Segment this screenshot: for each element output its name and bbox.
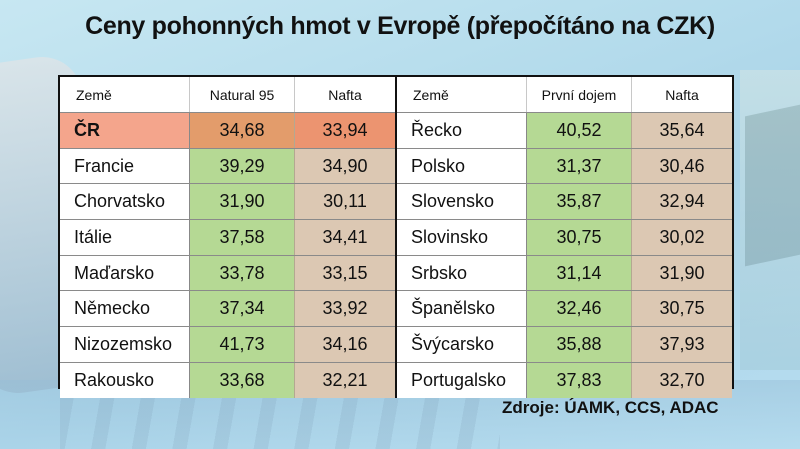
fuel-table-left: Země Natural 95 Nafta ČR 34,68 33,94 Fra…: [60, 77, 397, 398]
diesel-price-cell: 31,90: [631, 255, 732, 292]
country-cell: Maďarsko: [60, 255, 190, 292]
column-header-petrol: První dojem: [526, 77, 632, 113]
country-cell: Německo: [60, 290, 190, 328]
country-cell: Chorvatsko: [60, 183, 190, 221]
column-header-country: Země: [60, 77, 190, 113]
column-header-diesel: Nafta: [294, 77, 396, 113]
diesel-price-cell: 32,94: [631, 183, 732, 221]
petrol-price-cell: 35,87: [526, 183, 632, 221]
petrol-price-cell: 32,46: [526, 290, 632, 328]
diesel-price-cell: 30,02: [631, 219, 732, 256]
table-row-highlighted: ČR 34,68 33,94: [60, 112, 396, 149]
petrol-price-cell: 41,73: [189, 326, 295, 363]
petrol-price-cell: 39,29: [189, 148, 295, 185]
column-header-diesel: Nafta: [631, 77, 732, 113]
diesel-price-cell: 30,11: [294, 183, 396, 221]
table-row: Itálie 37,58 34,41: [60, 219, 396, 256]
background-texture: [60, 395, 500, 449]
background-pump-panel: [745, 103, 800, 267]
petrol-price-cell: 37,83: [526, 362, 632, 398]
country-cell: Španělsko: [397, 290, 527, 328]
country-cell: Polsko: [397, 148, 527, 185]
table-row: Maďarsko 33,78 33,15: [60, 255, 396, 292]
fuel-price-tables: Země Natural 95 Nafta ČR 34,68 33,94 Fra…: [58, 75, 734, 398]
diesel-price-cell: 34,90: [294, 148, 396, 185]
country-cell: Itálie: [60, 219, 190, 256]
table-row: Chorvatsko 31,90 30,11: [60, 183, 396, 221]
petrol-price-cell: 35,88: [526, 326, 632, 363]
table-row: Nizozemsko 41,73 34,16: [60, 326, 396, 363]
diesel-price-cell: 34,16: [294, 326, 396, 363]
diesel-price-cell: 37,93: [631, 326, 732, 363]
fuel-table-right: Země První dojem Nafta Řecko 40,52 35,64…: [397, 77, 732, 398]
table-row: Německo 37,34 33,92: [60, 290, 396, 328]
table-row: Rakousko 33,68 32,21: [60, 362, 396, 398]
country-cell: Srbsko: [397, 255, 527, 292]
diesel-price-cell: 33,15: [294, 255, 396, 292]
table-header-row: Země Natural 95 Nafta: [60, 77, 396, 113]
country-cell: Portugalsko: [397, 362, 527, 398]
table-row: Španělsko 32,46 30,75: [397, 290, 732, 328]
country-cell: Slovensko: [397, 183, 527, 221]
diesel-price-cell: 33,92: [294, 290, 396, 328]
petrol-price-cell: 33,78: [189, 255, 295, 292]
table-row: Francie 39,29 34,90: [60, 148, 396, 185]
country-cell: Nizozemsko: [60, 326, 190, 363]
diesel-price-cell: 30,46: [631, 148, 732, 185]
diesel-price-cell: 33,94: [294, 112, 396, 149]
table-row: Švýcarsko 35,88 37,93: [397, 326, 732, 363]
diesel-price-cell: 30,75: [631, 290, 732, 328]
table-row: Slovensko 35,87 32,94: [397, 183, 732, 221]
country-cell: Rakousko: [60, 362, 190, 398]
country-cell: ČR: [60, 112, 190, 149]
petrol-price-cell: 34,68: [189, 112, 295, 149]
country-cell: Řecko: [397, 112, 527, 149]
country-cell: Francie: [60, 148, 190, 185]
diesel-price-cell: 32,70: [631, 362, 732, 398]
petrol-price-cell: 33,68: [189, 362, 295, 398]
background-pump-shape: [740, 70, 800, 370]
country-cell: Švýcarsko: [397, 326, 527, 363]
table-row: Řecko 40,52 35,64: [397, 112, 732, 149]
petrol-price-cell: 37,34: [189, 290, 295, 328]
diesel-price-cell: 32,21: [294, 362, 396, 398]
petrol-price-cell: 31,37: [526, 148, 632, 185]
table-row: Polsko 31,37 30,46: [397, 148, 732, 185]
source-note: Zdroje: ÚAMK, CCS, ADAC: [502, 398, 719, 417]
column-header-petrol: Natural 95: [189, 77, 295, 113]
column-header-country: Země: [397, 77, 527, 113]
petrol-price-cell: 40,52: [526, 112, 632, 149]
petrol-price-cell: 37,58: [189, 219, 295, 256]
petrol-price-cell: 30,75: [526, 219, 632, 256]
country-cell: Slovinsko: [397, 219, 527, 256]
petrol-price-cell: 31,90: [189, 183, 295, 221]
table-header-row: Země První dojem Nafta: [397, 77, 732, 113]
table-row: Srbsko 31,14 31,90: [397, 255, 732, 292]
page-title: Ceny pohonných hmot v Evropě (přepočítán…: [85, 12, 715, 40]
petrol-price-cell: 31,14: [526, 255, 632, 292]
diesel-price-cell: 35,64: [631, 112, 732, 149]
table-row: Slovinsko 30,75 30,02: [397, 219, 732, 256]
table-row: Portugalsko 37,83 32,70: [397, 362, 732, 398]
diesel-price-cell: 34,41: [294, 219, 396, 256]
